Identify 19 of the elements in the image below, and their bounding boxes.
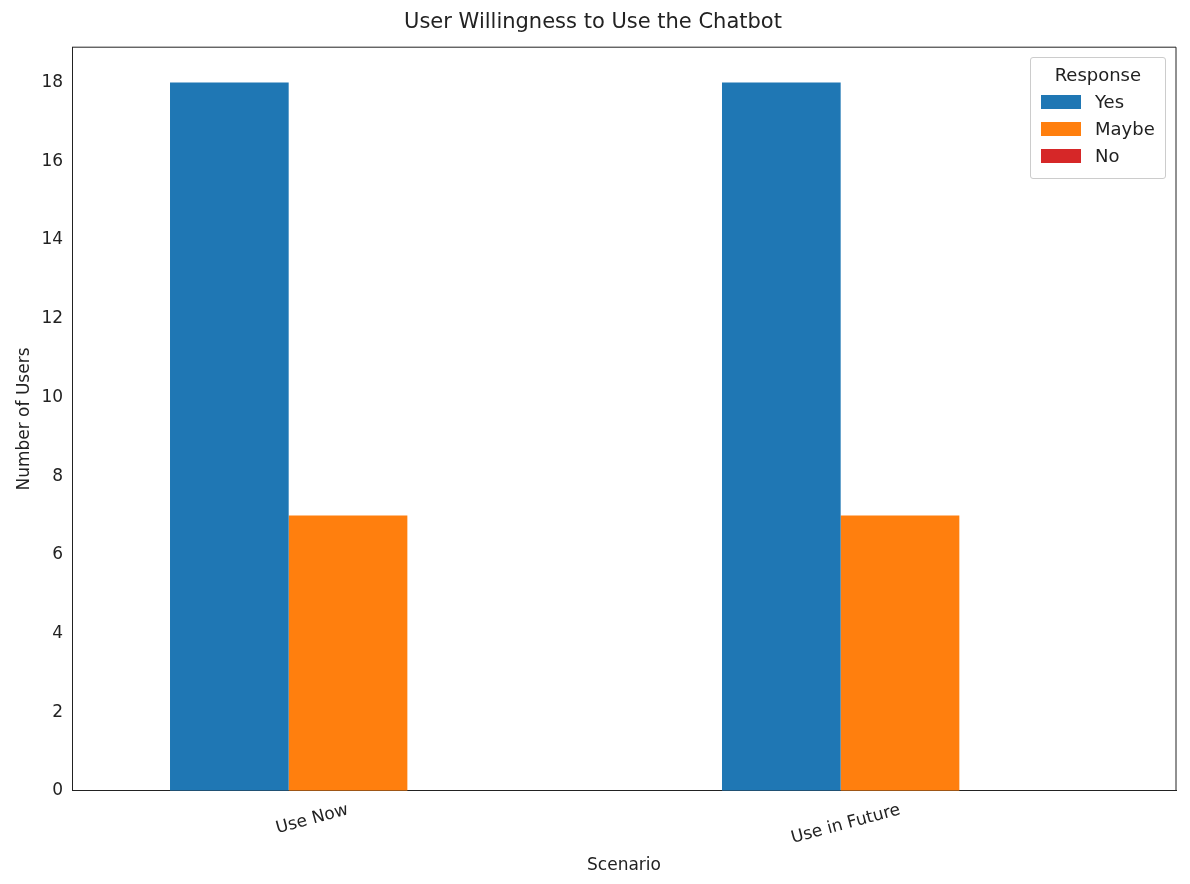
y-tick-label: 10 <box>41 385 64 406</box>
y-tick-label: 6 <box>52 543 64 564</box>
y-axis-title: Number of Users <box>12 347 33 491</box>
legend-title: Response <box>1053 64 1143 86</box>
y-tick-label: 2 <box>52 700 64 721</box>
y-tick-label: 16 <box>41 149 64 170</box>
legend-label: No <box>1095 145 1120 167</box>
y-tick-label: 0 <box>52 779 64 800</box>
legend-label: Maybe <box>1095 118 1155 140</box>
x-tick-label: Use Now <box>273 798 351 838</box>
x-axis-title: Scenario <box>587 854 661 875</box>
legend-label: Yes <box>1095 91 1125 113</box>
y-tick-label: 18 <box>41 71 64 92</box>
y-tick-label: 14 <box>41 228 64 249</box>
y-tick-label: 4 <box>52 621 64 642</box>
chart-title: User Willingness to Use the Chatbot <box>404 9 782 34</box>
y-tick-label: 12 <box>41 307 64 328</box>
x-tick-label: Use in Future <box>788 798 903 847</box>
y-tick-label: 8 <box>52 464 64 485</box>
